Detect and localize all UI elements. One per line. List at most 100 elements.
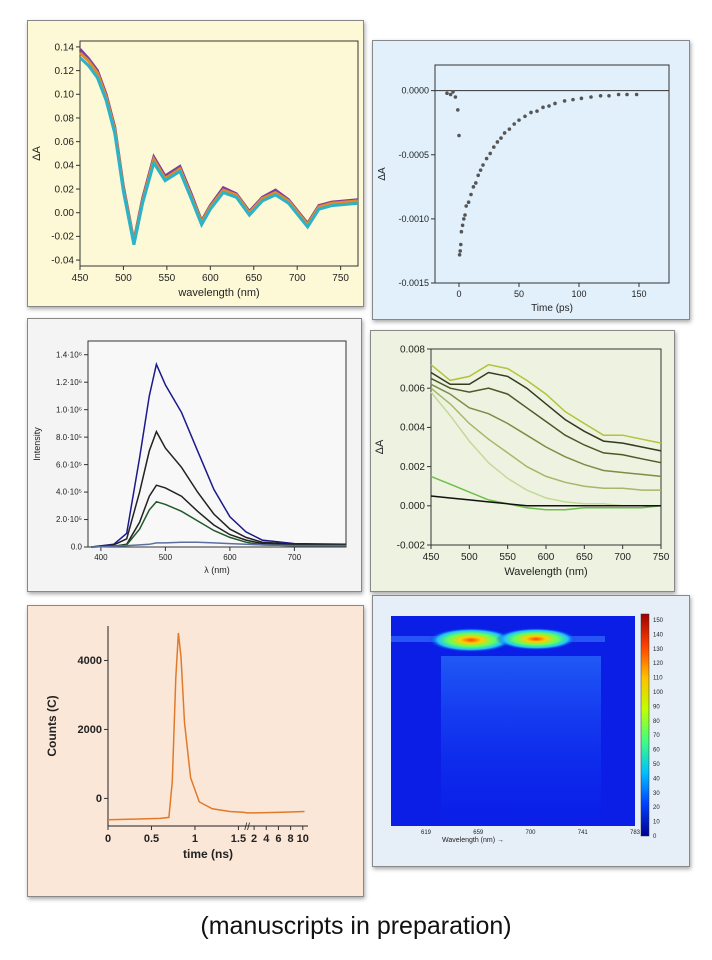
x-tick-label: 750 (332, 273, 349, 284)
data-point (499, 136, 503, 140)
series-line-s7 (430, 475, 662, 511)
colorbar-tick-label: 120 (653, 661, 664, 667)
y-axis-label: ΔA (374, 439, 386, 454)
x-tick-label: 500 (159, 553, 173, 562)
data-point (478, 168, 483, 172)
colorbar-tick-label: 20 (653, 805, 660, 811)
data-point (517, 118, 521, 122)
y-tick-label: 0 (96, 793, 102, 805)
y-tick-label: 1.4·10⁶ (56, 350, 82, 359)
x-tick-label: 783 (630, 830, 641, 836)
y-tick-label: 0.0 (71, 543, 83, 552)
series-line-s3 (430, 377, 662, 464)
x-tick-label: 1 (192, 833, 198, 845)
chart-streak-image: 619 659 700 741 783 Wavelength (nm) → 0 10 20 30 4… (391, 613, 664, 844)
x-tick-label: 619 (421, 830, 432, 836)
data-point (535, 109, 539, 113)
y-tick-label: 1.0·10⁶ (56, 405, 82, 414)
colorbar-tick-label: 130 (653, 647, 664, 653)
data-point (598, 93, 603, 98)
data-point (476, 173, 480, 178)
colorbar-tick-label: 30 (653, 791, 660, 797)
x-tick-label: 0.5 (144, 833, 159, 845)
x-tick-label: 8 (288, 833, 294, 845)
data-point (495, 140, 500, 144)
x-axis-label: Time (ps) (531, 303, 573, 314)
x-axis-label: Wavelength (nm) (504, 566, 587, 578)
y-axis-label: Intensity (32, 427, 42, 461)
x-tick-label: 600 (538, 552, 555, 563)
data-point (460, 223, 465, 228)
data-point (459, 242, 463, 247)
x-tick-label: 100 (571, 289, 586, 299)
series-line-s1 (430, 363, 662, 444)
data-point (547, 104, 551, 108)
colorbar-tick-label: 0 (653, 834, 657, 840)
chart-ta-spectra: 450 500 550 600 650 700 750 -0.002 0.000 0.002 0.0… (374, 344, 670, 578)
data-point (523, 114, 527, 119)
axis-break: // (244, 822, 250, 833)
y-tick-label: 0.0000 (401, 86, 429, 96)
x-tick-label: 0 (456, 289, 461, 299)
x-tick-label: 700 (614, 552, 631, 563)
x-tick-label: 450 (423, 552, 440, 563)
y-tick-label: -0.0010 (398, 214, 429, 224)
y-tick-label: 1.2·10⁶ (56, 378, 82, 387)
x-tick-label: 500 (115, 273, 132, 284)
data-point (502, 131, 507, 135)
data-point (579, 96, 584, 101)
x-tick-label: 50 (514, 289, 524, 299)
data-point (492, 145, 496, 149)
x-axis-label: time (ns) (183, 847, 233, 861)
colorbar-tick-label: 150 (653, 618, 664, 624)
colorbar-tick-label: 50 (653, 762, 660, 768)
y-tick-label: -0.02 (51, 232, 74, 243)
x-axis-label: Wavelength (nm) → (442, 837, 504, 844)
data-point (589, 95, 593, 99)
x-tick-label: 6 (275, 833, 281, 845)
data-point (448, 92, 453, 97)
series-line-t3 (78, 56, 359, 246)
y-tick-label: 0.006 (400, 384, 425, 395)
colorbar-tick-label: 40 (653, 776, 660, 782)
data-point (562, 99, 567, 103)
x-tick-label: 1.5 (231, 833, 246, 845)
y-axis-label: Counts (C) (45, 695, 59, 756)
panel-transient-spectra: 450 500 550 600 650 700 750 -0.04 -0.02 0.00 0.02 0… (27, 20, 364, 307)
y-tick-label: 0.00 (55, 208, 75, 219)
data-point (458, 249, 462, 253)
series-line-decay (107, 632, 305, 821)
x-tick-label: 150 (631, 289, 646, 299)
x-tick-label: 10 (297, 833, 309, 845)
data-point (616, 92, 621, 97)
data-point (463, 213, 467, 217)
data-point (471, 185, 476, 189)
y-tick-label: 0.008 (400, 344, 425, 355)
y-axis-label: ΔA (377, 167, 388, 181)
data-point (466, 200, 471, 205)
x-tick-label: 659 (473, 830, 484, 836)
series-line-s5 (91, 541, 346, 548)
chart-decay: 0 0.5 1 1.5 2 4 6 8 10 0 2000 4000 time (ns) Counts (… (45, 626, 309, 861)
y-tick-label: 0.02 (55, 184, 75, 195)
colorbar (640, 613, 650, 837)
plot-frame (87, 340, 347, 548)
x-tick-label: 4 (263, 833, 270, 845)
series-line-s5 (430, 387, 661, 491)
data-point (462, 217, 466, 221)
x-tick-label: 741 (578, 830, 589, 836)
panel-emission: 400 500 600 700 0.0 2.0·10⁵ 4.0·10⁵ 6.0·10⁵ 8.0·… (27, 318, 362, 592)
colorbar-tick-label: 80 (653, 719, 660, 725)
series-line-s8 (430, 495, 661, 507)
plot-frame (434, 64, 670, 284)
x-tick-label: 600 (223, 553, 237, 562)
y-tick-label: 0.08 (55, 113, 75, 124)
x-tick-label: 650 (576, 552, 593, 563)
data-point (481, 163, 485, 167)
x-tick-label: 700 (525, 830, 536, 836)
data-point (474, 181, 478, 185)
chart-kinetics: 0 50 100 150 0.0000 -0.0005 -0.0010 -0.0015 Time… (377, 64, 670, 314)
y-tick-label: -0.04 (51, 255, 74, 266)
y-tick-label: 4000 (78, 655, 102, 667)
colorbar-tick-label: 100 (653, 690, 664, 696)
